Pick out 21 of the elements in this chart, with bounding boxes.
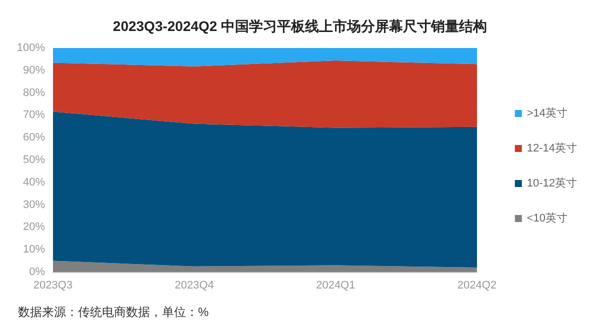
y-tick-label: 80% <box>22 86 46 99</box>
legend-label: <10英寸 <box>526 212 568 224</box>
y-tick-label: 30% <box>22 198 46 211</box>
y-tick-label: 90% <box>22 64 46 76</box>
chart-title: 2023Q3-2024Q2 中国学习平板线上市场分屏幕尺寸销量结构 <box>112 18 488 34</box>
y-tick-label: 20% <box>22 221 46 234</box>
y-tick-label: 10% <box>22 244 46 256</box>
source-note: 数据来源：传统电商数据，单位：% <box>18 305 209 319</box>
y-tick-label: 50% <box>22 154 46 166</box>
y-tick-label: 70% <box>22 109 46 122</box>
legend-label: 12-14英寸 <box>526 142 578 154</box>
x-tick-label: 2023Q3 <box>33 280 73 292</box>
legend-label: 10-12英寸 <box>526 176 578 190</box>
y-tick-label: 60% <box>22 132 46 144</box>
x-tick-label: 2024Q1 <box>316 280 356 292</box>
x-tick-label: 2024Q2 <box>457 280 497 292</box>
y-tick-label: 40% <box>22 176 46 188</box>
y-tick-label: 100% <box>16 42 46 54</box>
legend-label: >14英寸 <box>526 106 568 120</box>
x-tick-label: 2023Q4 <box>174 280 214 292</box>
y-tick-label: 0% <box>29 266 46 278</box>
